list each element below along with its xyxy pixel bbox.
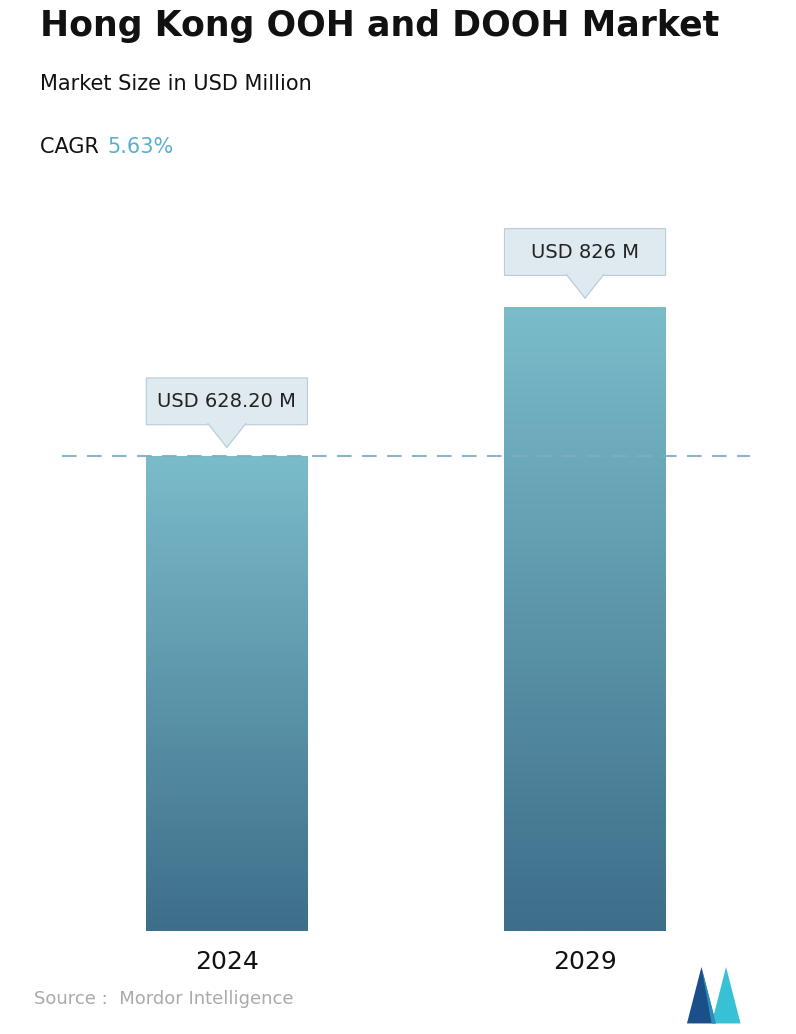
Text: USD 628.20 M: USD 628.20 M	[158, 392, 296, 410]
Text: USD 826 M: USD 826 M	[531, 243, 639, 262]
Text: Market Size in USD Million: Market Size in USD Million	[40, 73, 311, 94]
Text: 5.63%: 5.63%	[107, 138, 174, 157]
Polygon shape	[712, 967, 740, 1024]
Text: Hong Kong OOH and DOOH Market: Hong Kong OOH and DOOH Market	[40, 8, 719, 42]
FancyBboxPatch shape	[505, 229, 665, 275]
Polygon shape	[701, 967, 716, 1024]
Polygon shape	[687, 967, 716, 1024]
FancyBboxPatch shape	[146, 377, 307, 425]
Text: CAGR: CAGR	[40, 138, 105, 157]
Polygon shape	[207, 423, 247, 448]
Polygon shape	[565, 273, 605, 298]
Text: Source :  Mordor Intelligence: Source : Mordor Intelligence	[34, 990, 294, 1007]
